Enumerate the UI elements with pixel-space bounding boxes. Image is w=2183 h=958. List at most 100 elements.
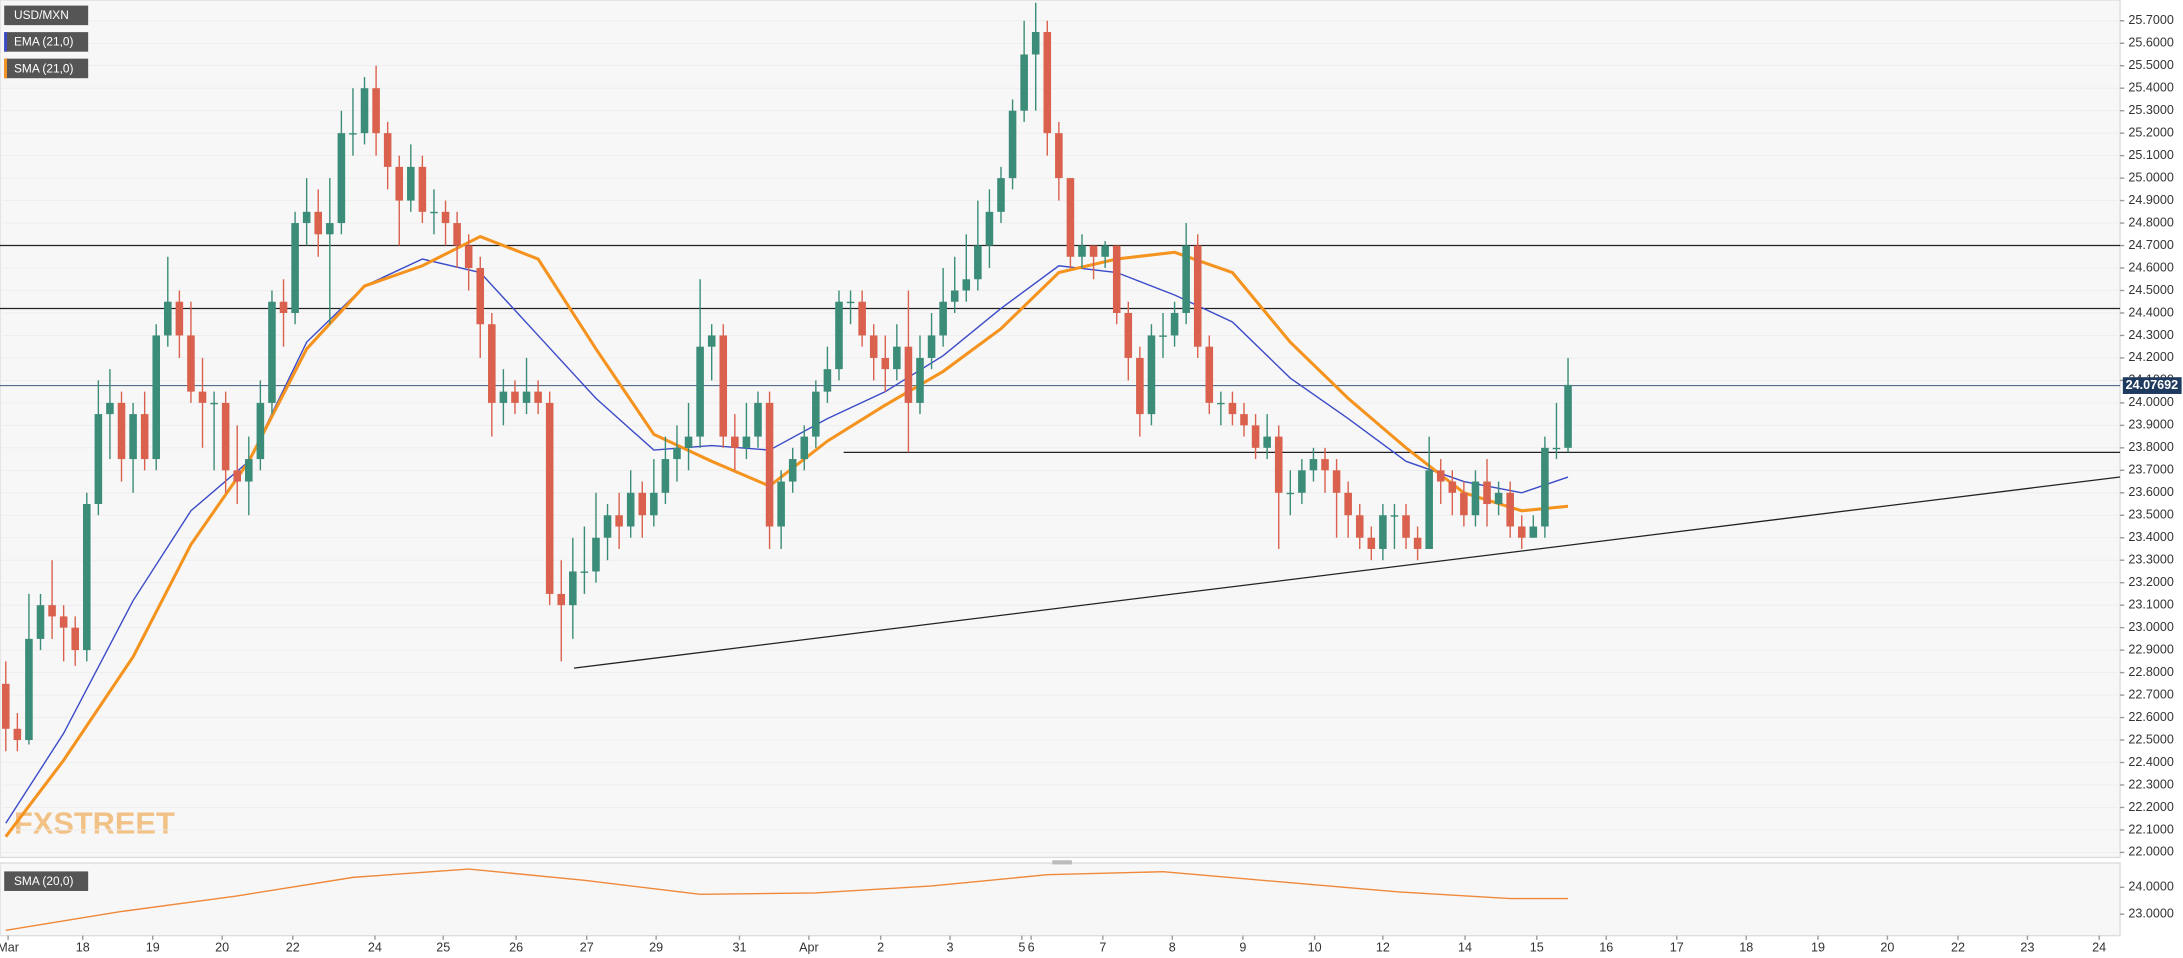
candle-body bbox=[997, 178, 1005, 212]
indicator-panel bbox=[0, 862, 2121, 937]
x-tick-label: 18 bbox=[76, 941, 90, 955]
candle-body bbox=[881, 357, 890, 370]
candle-body bbox=[279, 301, 288, 313]
candle-body bbox=[198, 391, 207, 403]
y-tick-label: 25.3000 bbox=[2128, 103, 2174, 117]
x-tick-label: 26 bbox=[509, 941, 523, 955]
candle-body bbox=[626, 492, 635, 527]
candle-body bbox=[1020, 54, 1028, 111]
candle-body bbox=[1159, 335, 1167, 337]
y-tick-label: 22.5000 bbox=[2128, 732, 2174, 746]
candle-body bbox=[314, 211, 323, 235]
y-tick-label: 23.8000 bbox=[2128, 440, 2174, 454]
y-tick-label: 25.2000 bbox=[2128, 125, 2174, 139]
candle-body bbox=[927, 335, 936, 358]
x-tick-label: 19 bbox=[146, 941, 160, 955]
y-tick-label: 23.3000 bbox=[2128, 553, 2174, 567]
y-tick-label: 22.0000 bbox=[2128, 845, 2174, 859]
legend-accent bbox=[4, 58, 7, 79]
legend-label: USD/MXN bbox=[14, 8, 69, 22]
candle-body bbox=[140, 414, 149, 460]
candle-body bbox=[1402, 515, 1410, 538]
candle-body bbox=[430, 211, 438, 214]
candle-body bbox=[453, 223, 461, 246]
candle-body bbox=[1367, 537, 1376, 549]
line-series bbox=[4, 234, 1569, 838]
candle-body bbox=[1205, 346, 1214, 403]
candle-body bbox=[106, 402, 114, 415]
last-price-box bbox=[2122, 377, 2182, 394]
candle-body bbox=[245, 459, 253, 482]
candle-body bbox=[557, 593, 566, 606]
candle-body bbox=[522, 391, 531, 403]
y-tick-label: 25.4000 bbox=[2128, 81, 2174, 95]
x-tick-label: 3 bbox=[947, 941, 954, 955]
candle-body bbox=[1147, 335, 1156, 415]
candle-body bbox=[302, 211, 311, 224]
candle-body bbox=[1355, 515, 1364, 538]
x-tick-label: 9 bbox=[1239, 941, 1246, 955]
candle-body bbox=[823, 369, 832, 392]
legend-label: SMA (21,0) bbox=[14, 61, 74, 75]
last-price-label: 24.07692 bbox=[2126, 378, 2179, 392]
y-tick-label: 22.8000 bbox=[2128, 665, 2174, 679]
candle-body bbox=[1344, 492, 1352, 516]
candle-body bbox=[1552, 447, 1561, 450]
y-tick-label: 23.7000 bbox=[2128, 463, 2174, 477]
legend-accent bbox=[4, 32, 7, 52]
candle-body bbox=[731, 436, 739, 448]
candle-body bbox=[985, 211, 994, 246]
candle-body bbox=[569, 571, 577, 606]
x-tick-label: 22 bbox=[286, 941, 300, 955]
y-tick-label: 23.5000 bbox=[2128, 508, 2174, 522]
candle-body bbox=[59, 616, 68, 628]
candle-body bbox=[1055, 133, 1063, 179]
candle-body bbox=[256, 402, 265, 460]
candle-body bbox=[1309, 459, 1318, 471]
y-tick-label: 25.1000 bbox=[2128, 148, 2174, 162]
x-tick-label: 25 bbox=[436, 941, 450, 955]
candle-body bbox=[754, 402, 762, 437]
y-tick-label: 24.3000 bbox=[2128, 328, 2174, 342]
y-tick-label: 23.9000 bbox=[2128, 418, 2174, 432]
candle-body bbox=[1089, 245, 1098, 257]
candle-body bbox=[1517, 526, 1526, 538]
x-tick-label: 10 bbox=[1308, 941, 1322, 955]
candle-body bbox=[1136, 357, 1144, 415]
line-series bbox=[5, 258, 1569, 824]
candle-body bbox=[488, 324, 496, 403]
candle-body bbox=[337, 133, 346, 224]
candle-body bbox=[1506, 492, 1514, 527]
candle-body bbox=[858, 301, 866, 336]
y-tick-label: 23.0000 bbox=[2128, 620, 2174, 634]
candle-body bbox=[650, 492, 658, 516]
candle-body bbox=[25, 638, 33, 741]
indicator-tick-label: 24.0000 bbox=[2128, 880, 2174, 894]
y-tick-label: 24.5000 bbox=[2128, 283, 2174, 297]
candle-body bbox=[777, 481, 785, 527]
candle-body bbox=[164, 301, 172, 336]
candle-body bbox=[152, 335, 161, 460]
candle-body bbox=[83, 504, 91, 651]
candle-body bbox=[349, 133, 357, 135]
candle-body bbox=[2, 683, 10, 729]
candle-body bbox=[835, 301, 843, 370]
x-tick-label: 18 bbox=[1739, 941, 1753, 955]
candle-body bbox=[1217, 402, 1225, 405]
candle-body bbox=[360, 88, 369, 134]
candle-body bbox=[684, 436, 693, 448]
candle-body bbox=[372, 88, 380, 134]
candle-body bbox=[1541, 447, 1549, 527]
candle-body bbox=[1483, 481, 1491, 505]
x-tick-label: 24 bbox=[2092, 941, 2106, 955]
candle-body bbox=[1436, 470, 1445, 482]
y-tick-label: 22.3000 bbox=[2128, 777, 2174, 791]
candle-body bbox=[233, 470, 242, 482]
candle-body bbox=[812, 391, 820, 437]
candle-body bbox=[1460, 492, 1468, 516]
candle-body bbox=[1101, 245, 1109, 257]
y-tick-label: 24.2000 bbox=[2128, 350, 2174, 364]
candle-body bbox=[1494, 492, 1503, 505]
y-tick-label: 22.1000 bbox=[2128, 822, 2174, 836]
